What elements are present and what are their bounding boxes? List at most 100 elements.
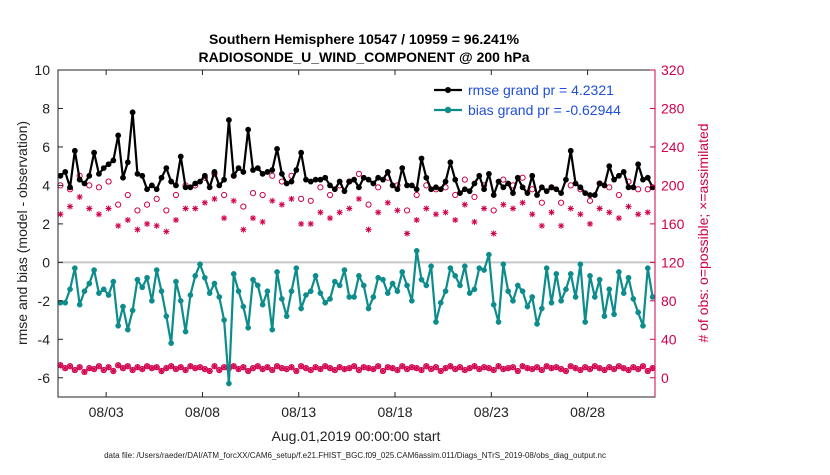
x-tick-label: 08/03 [89,404,124,420]
assimilated-obs-marker [413,217,420,224]
series-bias-point [577,261,584,268]
series-bias-point [115,322,122,329]
series-bias-point [197,261,203,268]
series-rmse-point [389,182,396,189]
assimilated-obs-marker [577,211,584,218]
series-bias-point [649,294,656,300]
series-rmse-point [471,180,478,187]
obs-count-assimilated-marker [481,364,488,371]
obs-count-assimilated-marker [543,363,550,370]
series-bias-point [457,282,463,289]
series-rmse-point [572,180,579,187]
series-rmse-point [606,163,613,170]
series-rmse-point [303,176,309,183]
possible-obs-marker [644,186,651,193]
series-bias-point [471,286,478,293]
series-bias-point [476,265,483,271]
assimilated-marker-stroke [192,205,198,212]
obs-count-assimilated-marker [635,366,642,373]
assimilated-marker-stroke [269,198,275,204]
series-rmse-point [563,176,569,183]
assimilated-marker-stroke [471,219,478,225]
series-bias-point [254,282,261,289]
assimilated-obs-marker [481,205,488,212]
series-bias-point [134,276,141,283]
possible-obs-marker [375,184,382,191]
assimilated-marker-stroke [139,366,145,372]
assimilated-marker-stroke [62,365,68,371]
plot-background [58,70,655,397]
series-rmse-point [495,178,502,185]
assimilated-obs-marker [105,205,112,212]
series-rmse-point [139,172,146,179]
assimilated-obs-marker [606,209,613,216]
series-rmse-point [591,192,598,198]
assimilated-marker-stroke [105,364,112,370]
series-rmse-point [317,176,324,183]
series-bias-point [380,276,386,283]
obs-count-assimilated-marker [428,366,435,373]
assimilated-marker-stroke [625,367,632,373]
assimilated-marker-stroke [385,200,391,206]
series-bias-point [567,271,574,277]
assimilated-marker-stroke [149,365,155,371]
series-bias-point [510,297,516,304]
possible-obs-marker [134,207,141,214]
assimilated-marker-stroke [462,202,468,208]
assimilated-marker-stroke [433,211,439,217]
assimilated-marker-stroke [544,363,550,369]
series-rmse-point [485,170,492,177]
assimilated-obs-marker [259,218,266,225]
assimilated-marker-stroke [491,367,497,373]
assimilated-marker-stroke [394,207,401,214]
series-bias-point [356,272,362,279]
assimilated-marker-stroke [202,366,208,372]
legend: rmse grand pr = 4.2321 bias grand pr = -0… [434,82,621,118]
obs-count-assimilated-marker [457,364,464,371]
series-bias-point [630,296,637,302]
assimilated-marker-stroke [178,364,184,370]
assimilated-marker-stroke [519,200,526,206]
assimilated-marker-stroke [341,366,348,372]
series-bias-point [514,282,521,289]
series-bias-point [558,297,564,304]
assimilated-marker-stroke [649,365,656,371]
assimilated-marker-stroke [235,366,242,372]
assimilated-marker-stroke [568,363,574,369]
obs-count-assimilated-marker [630,364,637,371]
assimilated-marker-stroke [250,215,256,221]
assimilated-obs-marker [567,205,574,212]
assimilated-marker-stroke [621,365,627,371]
series-rmse-point [250,167,256,173]
series-rmse-point [293,167,300,173]
assimilated-marker-stroke [240,364,246,370]
possible-obs-marker [326,191,334,199]
obs-count-assimilated-marker [76,364,83,371]
possible-obs-marker [461,176,468,183]
assimilated-marker-stroke [221,215,227,221]
assimilated-marker-stroke [438,368,444,374]
assimilated-obs-marker [596,205,603,212]
series-bias-point [245,324,252,331]
assimilated-obs-marker [336,209,343,216]
x-axis-label: Aug.01,2019 00:00:00 start [272,428,441,444]
assimilated-marker-stroke [476,366,482,372]
legend-bias-marker [444,106,452,114]
obs-count-assimilated-marker [331,367,338,374]
obs-count-assimilated-marker [553,364,560,371]
series-rmse-point [201,172,208,179]
assimilated-marker-stroke [192,365,198,371]
y-tick-label: -2 [38,293,51,309]
series-bias-point [611,311,617,318]
series-bias-point [312,272,319,279]
possible-obs-marker [143,201,151,208]
assimilated-marker-stroke [134,364,141,370]
obs-count-assimilated-marker [558,366,565,373]
possible-obs-marker [221,191,228,199]
assimilated-marker-stroke [467,365,473,371]
assimilated-marker-stroke [491,230,497,237]
assimilated-obs-marker [115,222,122,229]
assimilated-marker-stroke [375,363,381,369]
assimilated-marker-stroke [519,363,526,369]
